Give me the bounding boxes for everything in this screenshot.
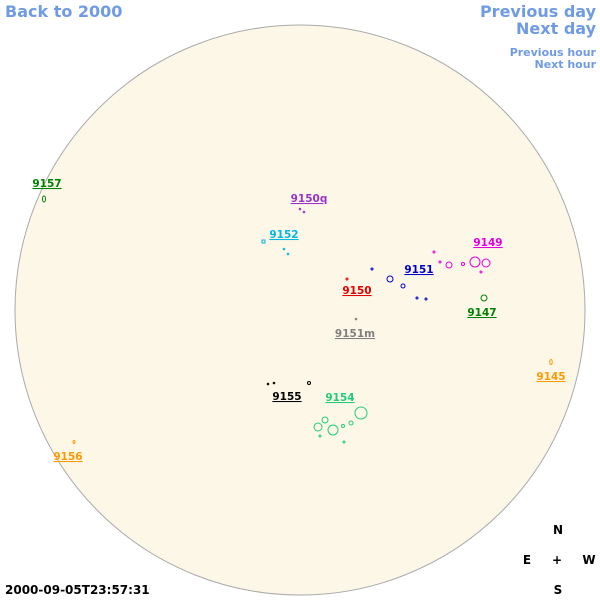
- sunspot: [286, 252, 290, 256]
- region-label[interactable]: 9151m: [335, 328, 375, 340]
- region-label[interactable]: 9152: [269, 229, 298, 241]
- compass-east: E: [523, 553, 531, 567]
- region-9154: 9154: [313, 392, 368, 444]
- sunspot: [321, 416, 329, 424]
- sunspot: [480, 294, 488, 302]
- region-label[interactable]: 9157: [32, 178, 61, 190]
- previous-day-link[interactable]: Previous day: [480, 2, 597, 21]
- region-9150q: 9150q: [291, 193, 328, 214]
- region-9152: 9152: [261, 229, 299, 256]
- sunspot: [386, 275, 394, 283]
- sunspot: [415, 296, 419, 300]
- sunspot: [266, 382, 270, 386]
- region-9147: 9147: [467, 294, 497, 319]
- sunspot: [341, 424, 345, 428]
- sunspot: [345, 277, 349, 281]
- sunspot: [307, 381, 311, 385]
- region-label[interactable]: 9150: [342, 285, 371, 297]
- region-label[interactable]: 9156: [53, 451, 82, 463]
- previous-hour-link[interactable]: Previous hour: [510, 46, 597, 59]
- compass-center: +: [552, 553, 562, 567]
- sunspot: [318, 434, 322, 438]
- sunspot: [432, 250, 436, 254]
- region-label[interactable]: 9149: [473, 237, 502, 249]
- back-link[interactable]: Back to 2000: [5, 2, 122, 21]
- region-9156: 9156: [53, 440, 83, 463]
- sunspot: [298, 207, 302, 211]
- sunspot: [272, 381, 276, 385]
- sunspot: [424, 297, 428, 301]
- compass-north: N: [553, 523, 563, 537]
- region-label[interactable]: 9151: [404, 264, 433, 276]
- sunspot: [549, 359, 553, 365]
- region-9157: 9157: [32, 178, 62, 203]
- timestamp: 2000-09-05T23:57:31: [5, 583, 150, 597]
- sunspot: [445, 261, 453, 269]
- region-9151m: 9151m: [335, 317, 375, 340]
- region-label[interactable]: 9154: [325, 392, 354, 404]
- region-label[interactable]: 9150q: [291, 193, 328, 205]
- region-label[interactable]: 9147: [467, 307, 496, 319]
- sunspot: [282, 247, 286, 251]
- compass-west: W: [582, 553, 595, 567]
- sunspot: [261, 239, 266, 244]
- sunspot: [400, 283, 406, 289]
- sunspot: [72, 440, 76, 444]
- region-9150: 9150: [342, 277, 372, 297]
- sunspot: [302, 210, 306, 214]
- sunspot: [348, 420, 354, 426]
- sunspot: [313, 422, 323, 432]
- next-hour-link[interactable]: Next hour: [535, 58, 597, 71]
- sunspot: [481, 258, 491, 268]
- sunspot: [327, 424, 339, 436]
- solar-disc: [14, 24, 586, 596]
- sunspot: [370, 267, 374, 271]
- sunspot: [42, 195, 46, 203]
- sunspot: [461, 262, 465, 266]
- sunspot: [469, 256, 481, 268]
- compass-south: S: [554, 583, 563, 597]
- next-day-link[interactable]: Next day: [516, 19, 597, 38]
- sunspot: [354, 406, 368, 420]
- sunspot: [438, 260, 442, 264]
- region-9151: 9151: [370, 264, 434, 301]
- sunspot: [479, 270, 483, 274]
- region-9145: 9145: [536, 359, 566, 383]
- region-label[interactable]: 9155: [272, 391, 301, 403]
- sunspot: [342, 440, 346, 444]
- region-9149: 9149: [432, 237, 503, 274]
- region-label[interactable]: 9145: [536, 371, 565, 383]
- region-9155: 9155: [266, 381, 311, 403]
- sunspot: [354, 317, 358, 321]
